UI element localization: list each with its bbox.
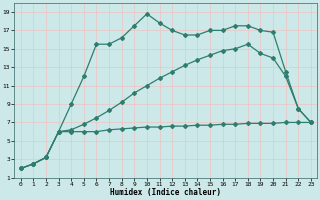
X-axis label: Humidex (Indice chaleur): Humidex (Indice chaleur) <box>110 188 221 197</box>
